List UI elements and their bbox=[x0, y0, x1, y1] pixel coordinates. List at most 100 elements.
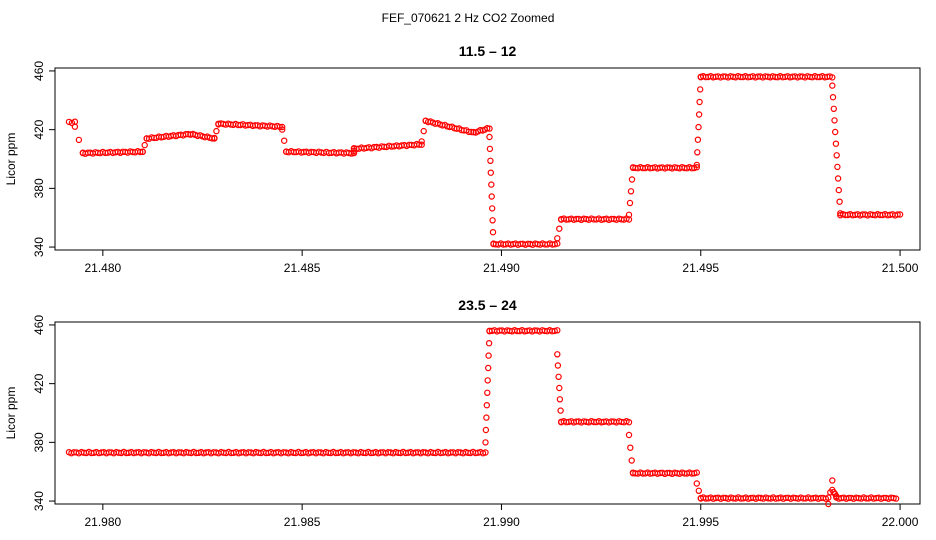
data-point bbox=[554, 351, 561, 358]
data-point bbox=[556, 225, 563, 232]
data-point bbox=[695, 123, 702, 131]
data-point bbox=[485, 340, 493, 347]
data-point bbox=[836, 198, 843, 205]
x-tick-label: 21.985 bbox=[284, 515, 321, 529]
panel-1: 11.5 – 12 Licor ppm 21.480 21.485 21.490 21.4… bbox=[4, 43, 921, 275]
data-point bbox=[71, 123, 79, 130]
x-tick-label: 21.995 bbox=[682, 515, 719, 529]
data-point bbox=[488, 181, 495, 188]
data-point bbox=[627, 188, 635, 195]
data-point bbox=[486, 145, 494, 153]
data-point bbox=[625, 431, 633, 439]
data-point bbox=[554, 362, 562, 369]
y-tick-label: 420 bbox=[32, 373, 46, 393]
data-point bbox=[829, 93, 837, 101]
data-point bbox=[279, 123, 286, 131]
data-point bbox=[892, 495, 900, 502]
data-point bbox=[420, 127, 427, 135]
data-point bbox=[625, 211, 633, 218]
data-point bbox=[482, 439, 489, 446]
data-point bbox=[418, 141, 425, 148]
y-tick-label: 380 bbox=[32, 178, 46, 198]
data-point bbox=[551, 327, 558, 335]
x-tick-label: 21.480 bbox=[84, 261, 121, 275]
data-point bbox=[832, 140, 840, 147]
data-point bbox=[556, 396, 564, 403]
data-point bbox=[693, 469, 701, 476]
data-point bbox=[627, 444, 634, 451]
data-point bbox=[483, 414, 490, 421]
data-point bbox=[211, 135, 218, 142]
data-point bbox=[65, 118, 73, 126]
data-point bbox=[894, 211, 901, 218]
x-tick-label: 21.990 bbox=[483, 515, 520, 529]
x-tick-label: 21.490 bbox=[483, 261, 520, 275]
x-tick-label: 21.485 bbox=[284, 261, 321, 275]
data-point bbox=[484, 377, 491, 384]
panel-title: 23.5 – 24 bbox=[458, 297, 517, 313]
data-point bbox=[697, 86, 704, 93]
data-point bbox=[489, 228, 497, 236]
data-point bbox=[696, 98, 703, 106]
figure-title: FEF_070621 2 Hz CO2 Zoomed bbox=[382, 11, 555, 25]
data-point bbox=[139, 148, 146, 155]
data-point bbox=[834, 175, 842, 182]
data-point bbox=[485, 364, 492, 372]
x-tick-label: 22.000 bbox=[882, 515, 919, 529]
data-point bbox=[693, 480, 701, 487]
data-point bbox=[486, 133, 493, 141]
data-point bbox=[834, 163, 841, 171]
y-tick-label: 380 bbox=[32, 432, 46, 452]
data-point bbox=[830, 105, 838, 113]
x-tick-label: 21.500 bbox=[882, 261, 919, 275]
x-tick-label: 21.495 bbox=[682, 261, 719, 275]
data-point bbox=[136, 148, 144, 156]
data-point bbox=[551, 240, 559, 248]
plot-frame bbox=[54, 321, 921, 505]
y-tick-label: 460 bbox=[32, 61, 46, 81]
data-point bbox=[488, 193, 495, 200]
data-point bbox=[486, 125, 493, 132]
data-point bbox=[418, 138, 425, 145]
data-point bbox=[554, 235, 561, 242]
data-point bbox=[628, 457, 635, 464]
data-point bbox=[489, 205, 496, 212]
data-point bbox=[825, 500, 832, 508]
data-point bbox=[213, 127, 220, 135]
data-point bbox=[831, 117, 838, 124]
data-point bbox=[694, 149, 701, 156]
data-point bbox=[281, 137, 288, 144]
data-point bbox=[626, 199, 634, 207]
data-point bbox=[695, 111, 703, 118]
data-point bbox=[487, 169, 494, 176]
data-point bbox=[484, 389, 491, 396]
data-points bbox=[65, 327, 900, 508]
data-point bbox=[835, 186, 843, 194]
data-point bbox=[557, 407, 564, 414]
data-point bbox=[832, 128, 839, 136]
data-point bbox=[695, 487, 703, 494]
y-axis-label: Licor ppm bbox=[4, 387, 18, 440]
data-point bbox=[625, 419, 633, 426]
data-point bbox=[75, 136, 83, 144]
data-point bbox=[890, 494, 897, 502]
y-tick-label: 420 bbox=[32, 119, 46, 139]
chart-panels: 11.5 – 12 Licor ppm 21.480 21.485 21.490 21.4… bbox=[4, 43, 921, 529]
data-point bbox=[693, 163, 701, 171]
data-point bbox=[489, 217, 496, 224]
data-point bbox=[482, 426, 490, 434]
data-point bbox=[554, 327, 561, 334]
y-tick-label: 460 bbox=[32, 315, 46, 335]
data-point bbox=[694, 136, 702, 143]
data-point bbox=[628, 176, 636, 183]
y-tick-label: 340 bbox=[32, 491, 46, 511]
panel-title: 11.5 – 12 bbox=[459, 43, 517, 59]
data-point bbox=[483, 402, 490, 409]
data-point bbox=[555, 373, 562, 380]
panel-2: 23.5 – 24 Licor ppm 21.980 21.985 21.990 21.9… bbox=[4, 297, 921, 529]
data-points bbox=[65, 72, 904, 248]
data-point bbox=[829, 477, 836, 484]
data-point bbox=[896, 211, 904, 218]
